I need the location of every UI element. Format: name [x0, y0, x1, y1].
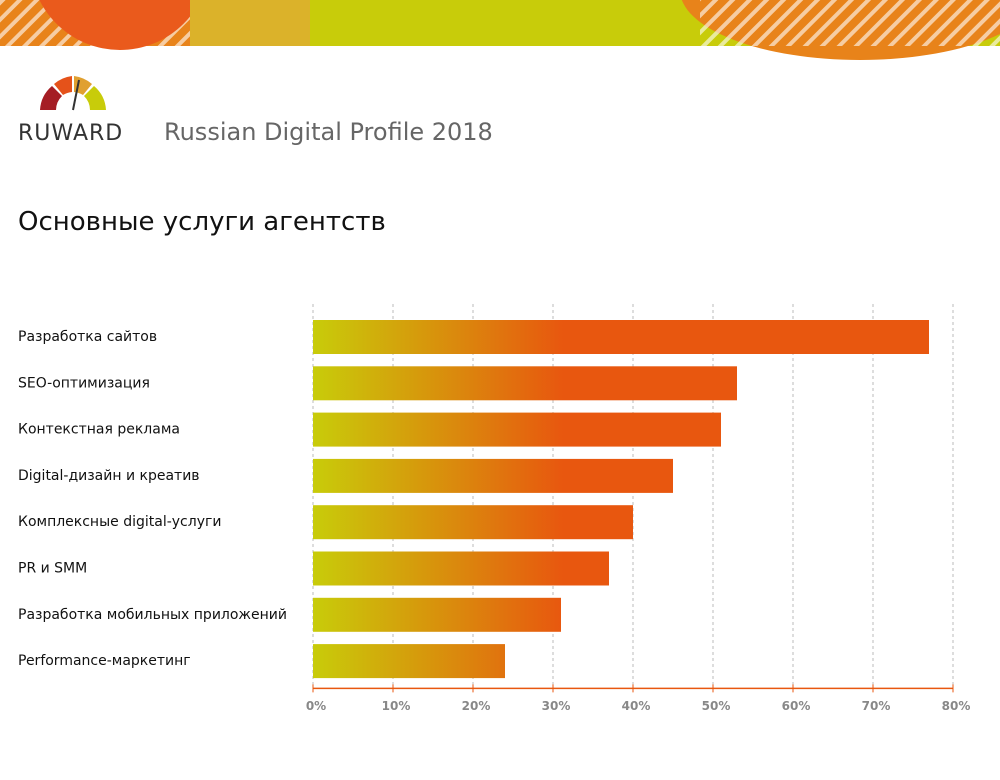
- x-tick-label: 50%: [702, 699, 731, 713]
- bar: [313, 505, 633, 540]
- chart-title: Основные услуги агентств: [18, 207, 386, 237]
- banner: [0, 0, 1000, 60]
- bar: [313, 366, 737, 401]
- x-tick-label: 10%: [382, 699, 411, 713]
- bar: [313, 597, 561, 632]
- category-label: Разработка мобильных приложений: [18, 607, 287, 623]
- x-tick-label: 30%: [542, 699, 571, 713]
- category-label: Performance-маркетинг: [18, 653, 191, 669]
- header: Russian Digital Profile 2018: [164, 118, 493, 146]
- category-label: Контекстная реклама: [18, 422, 180, 438]
- logo: RUWARD: [18, 76, 123, 146]
- x-tick-label: 70%: [862, 699, 891, 713]
- bar: [313, 551, 609, 586]
- category-label: SEO-оптимизация: [18, 375, 150, 391]
- x-tick-label: 80%: [942, 699, 971, 713]
- x-tick-label: 60%: [782, 699, 811, 713]
- category-label: Комплексные digital-услуги: [18, 514, 221, 530]
- category-label: Разработка сайтов: [18, 329, 157, 345]
- bar: [313, 644, 505, 679]
- x-tick-label: 0%: [306, 699, 326, 713]
- category-label: PR и SMM: [18, 561, 87, 577]
- x-tick-label: 40%: [622, 699, 651, 713]
- x-tick-label: 20%: [462, 699, 491, 713]
- bar: [313, 458, 673, 493]
- bar: [313, 320, 929, 354]
- category-label: Digital-дизайн и креатив: [18, 468, 200, 484]
- brand: RUWARD: [18, 121, 123, 146]
- bar: [313, 412, 721, 447]
